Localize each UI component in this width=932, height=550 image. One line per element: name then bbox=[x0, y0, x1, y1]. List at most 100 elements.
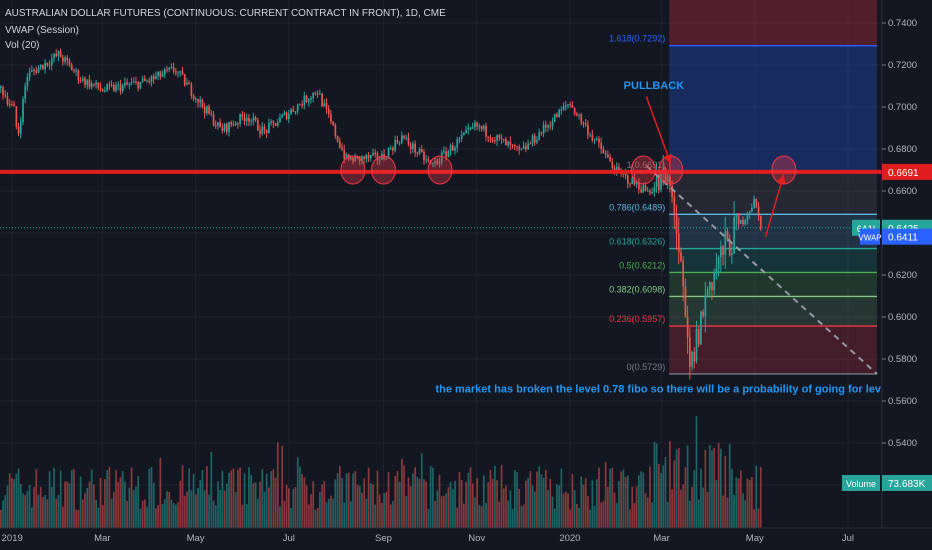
candle-body bbox=[680, 252, 682, 261]
candle-body bbox=[101, 89, 104, 92]
volume-bar bbox=[447, 487, 450, 528]
volume-bar bbox=[385, 491, 388, 528]
candle-body bbox=[691, 351, 693, 367]
highlight-circles[interactable] bbox=[340, 155, 797, 185]
candle-body bbox=[394, 139, 397, 151]
volume-bar bbox=[77, 509, 80, 528]
volume-bar bbox=[19, 484, 22, 528]
candle-body bbox=[148, 80, 151, 82]
candle-body bbox=[403, 135, 405, 139]
candle-body bbox=[607, 154, 609, 157]
candle-body bbox=[70, 64, 73, 71]
candle-body bbox=[587, 124, 589, 136]
candle-body bbox=[611, 161, 614, 168]
candle-body bbox=[0, 86, 2, 89]
candle-body bbox=[177, 72, 179, 74]
volume-bar bbox=[279, 506, 281, 528]
vwap-indicator-label[interactable]: VWAP (Session) bbox=[5, 25, 79, 36]
candle-body bbox=[281, 114, 284, 118]
volume-bar bbox=[631, 486, 634, 528]
candle-body bbox=[288, 113, 290, 120]
volume-bar bbox=[343, 502, 346, 528]
candle-body bbox=[316, 93, 319, 95]
volume-bar bbox=[726, 497, 729, 528]
volume-bar bbox=[33, 487, 35, 528]
fib-zone bbox=[669, 171, 877, 215]
candle-body bbox=[496, 135, 498, 141]
candle-body bbox=[684, 286, 687, 317]
x-tick-label: Mar bbox=[94, 533, 110, 544]
price-axis-bg bbox=[882, 0, 932, 550]
volume-bar bbox=[283, 501, 286, 528]
candle-body bbox=[549, 125, 552, 127]
candle-body bbox=[90, 83, 93, 88]
candle-body bbox=[307, 99, 310, 102]
volume-bar bbox=[101, 505, 104, 528]
candle-body bbox=[571, 105, 574, 108]
volume-bar bbox=[427, 508, 430, 528]
candle-body bbox=[299, 104, 301, 106]
candle-body bbox=[389, 148, 392, 150]
volume-bar bbox=[99, 477, 102, 528]
annotation-arrow[interactable] bbox=[645, 96, 672, 164]
candle-body bbox=[713, 272, 716, 291]
volume-bar bbox=[458, 472, 461, 528]
volume-bar bbox=[186, 491, 188, 528]
y-tick-label: 0.5400 bbox=[888, 438, 917, 449]
highlight-circle[interactable] bbox=[658, 155, 684, 185]
candle-body bbox=[416, 152, 419, 154]
time-axis[interactable]: 2019 Mar May Jul Sep Nov 2020 Mar May Jul bbox=[2, 533, 854, 544]
candle-body bbox=[48, 65, 51, 67]
candle-body bbox=[13, 104, 15, 107]
volume-bar bbox=[42, 497, 44, 528]
volume-bar bbox=[223, 490, 226, 528]
candle-body bbox=[423, 151, 425, 161]
highlight-circle[interactable] bbox=[370, 155, 396, 185]
fib-level-label: 1(0.6691) bbox=[627, 160, 666, 170]
candle-body bbox=[516, 146, 518, 148]
candle-body bbox=[26, 76, 29, 87]
volume-bar bbox=[139, 508, 142, 528]
grid bbox=[0, 0, 882, 528]
volume-bar bbox=[463, 503, 465, 528]
candle-body bbox=[598, 138, 600, 143]
trend-line[interactable] bbox=[645, 165, 878, 375]
candle-body bbox=[161, 74, 164, 77]
highlight-circle[interactable] bbox=[340, 155, 366, 185]
volume-bar bbox=[338, 466, 341, 528]
x-tick-label: Nov bbox=[468, 533, 485, 544]
volume-bar bbox=[509, 490, 512, 528]
volume-bar bbox=[28, 484, 31, 528]
candle-body bbox=[644, 185, 647, 191]
volume-bar bbox=[642, 472, 645, 528]
volume-bar bbox=[374, 504, 377, 528]
candle-body bbox=[194, 98, 197, 100]
candle-body bbox=[350, 157, 352, 160]
volume-bar bbox=[436, 490, 439, 528]
candle-body bbox=[39, 64, 42, 68]
fibonacci-retracement[interactable]: 1.618(0.7292) 1(0.6691) 0.786(0.6489) 0.618… bbox=[609, 0, 877, 375]
candle-body bbox=[631, 177, 634, 185]
volume-bar bbox=[728, 443, 731, 528]
highlight-circle[interactable] bbox=[771, 155, 797, 185]
annotation-arrow[interactable] bbox=[764, 173, 786, 238]
candle-body bbox=[157, 71, 159, 77]
candle-body bbox=[409, 144, 412, 149]
fib-level-label: 0.236(0.5957) bbox=[609, 314, 665, 324]
volume-bar bbox=[376, 470, 379, 528]
candle-body bbox=[203, 106, 206, 114]
volume-bar bbox=[334, 479, 337, 528]
candle-body bbox=[132, 81, 135, 83]
candle-body bbox=[239, 114, 241, 124]
candle-body bbox=[635, 181, 638, 185]
highlight-circle[interactable] bbox=[427, 155, 453, 185]
volume-indicator-label[interactable]: Vol (20) bbox=[5, 40, 40, 51]
candle-body bbox=[564, 105, 567, 107]
candle-body bbox=[465, 129, 467, 133]
volume-bar bbox=[81, 499, 84, 528]
y-tick-label: 0.6800 bbox=[888, 144, 917, 155]
volume-bar bbox=[573, 490, 576, 528]
highlight-circle[interactable] bbox=[630, 155, 656, 185]
volume-bar bbox=[378, 494, 381, 528]
